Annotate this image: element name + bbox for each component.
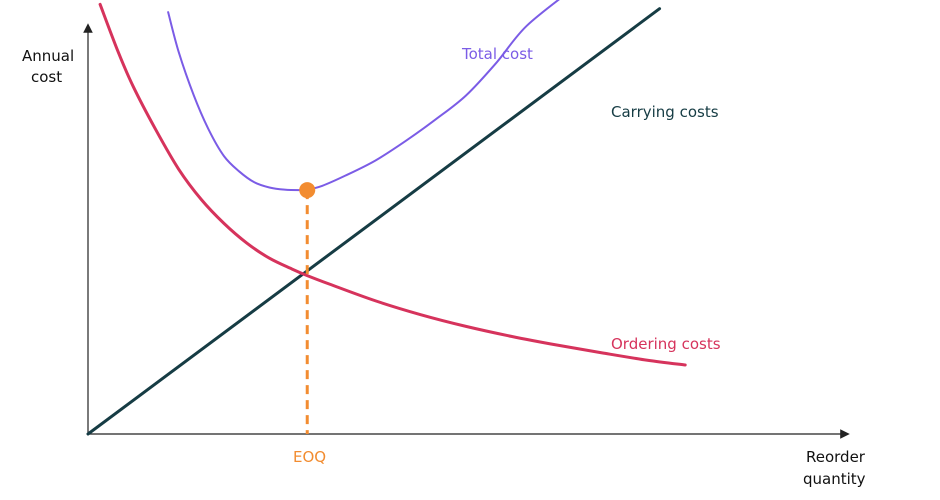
series-label-total-cost: Total cost <box>461 45 533 63</box>
ordering-costs-curve <box>98 2 687 367</box>
total-cost-curve <box>167 0 560 192</box>
x-axis-label-line-1: Reorder <box>806 448 866 466</box>
eoq-point <box>299 182 316 199</box>
series-label-carrying-costs: Carrying costs <box>611 103 719 121</box>
y-axis-label-line-2: cost <box>31 68 62 86</box>
y-axis-label-line-1: Annual <box>22 47 74 65</box>
x-axis-label-line-2: quantity <box>803 470 866 488</box>
series-label-ordering-costs: Ordering costs <box>611 335 721 353</box>
eoq-label: EOQ <box>293 448 326 466</box>
carrying-costs-line <box>86 7 662 436</box>
